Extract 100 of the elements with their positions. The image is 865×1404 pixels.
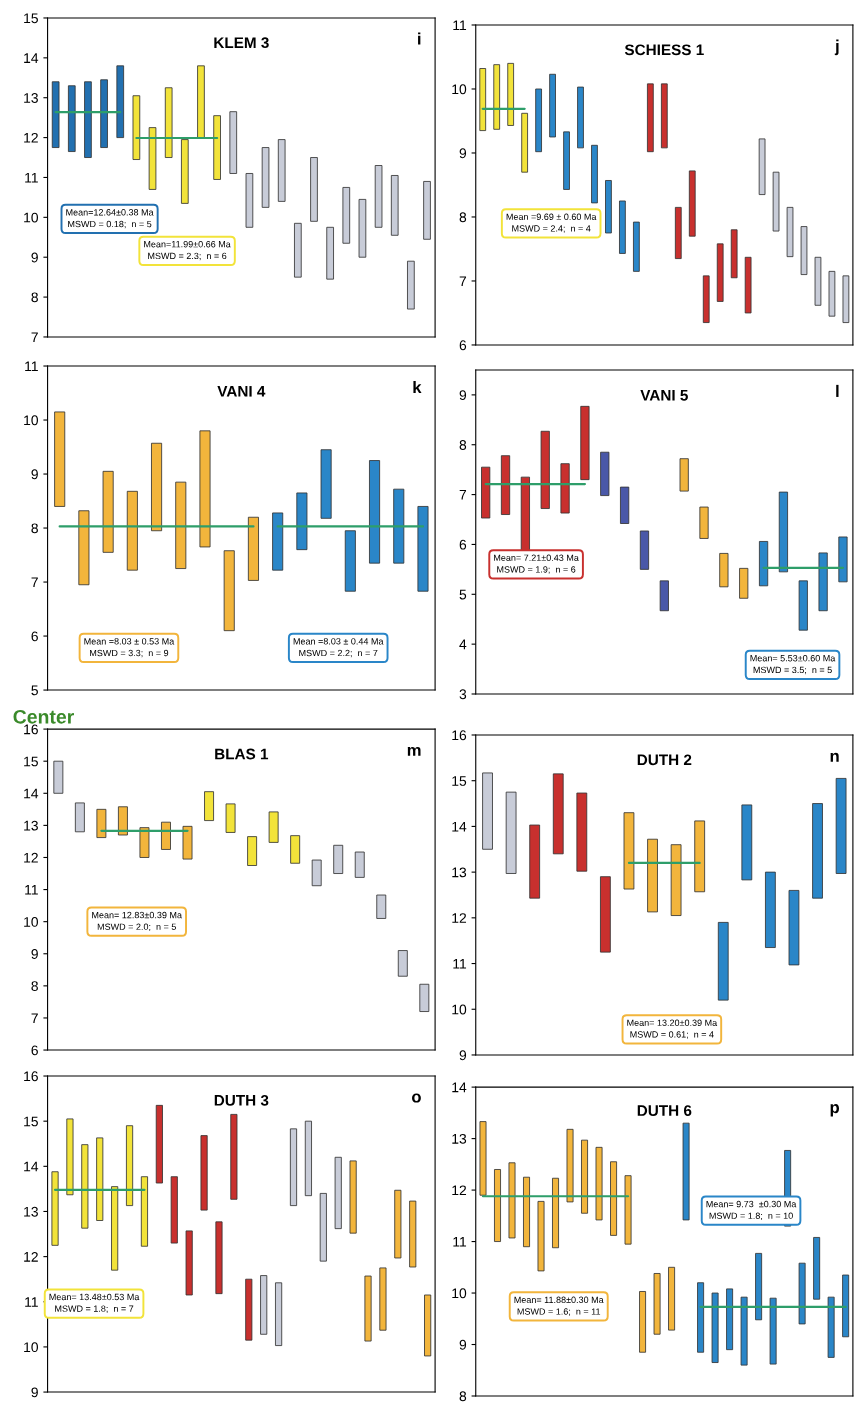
bar (397, 950, 408, 977)
bar (744, 256, 752, 314)
y-tick-label: 9 (31, 949, 38, 959)
bar (765, 871, 776, 948)
bar (668, 1266, 676, 1331)
annotation: m (407, 746, 421, 756)
bar (261, 147, 270, 208)
bar (812, 803, 823, 899)
bar (670, 844, 682, 916)
y-tick-label: 11 (453, 959, 467, 969)
y-tick-label: 8 (31, 523, 38, 534)
bar (591, 144, 598, 204)
bar (523, 1176, 530, 1248)
y-tick-label: 5 (31, 685, 38, 696)
bar (111, 1186, 119, 1271)
y-tick-label: 10 (452, 84, 467, 95)
y-tick-label: 15 (24, 1116, 38, 1127)
bar (702, 275, 710, 323)
y-tick-label: 7 (31, 577, 38, 588)
y-tick-label: 6 (31, 631, 38, 642)
bar (552, 773, 564, 855)
y-tick-label: 9 (31, 252, 38, 263)
bar (424, 1294, 432, 1357)
bar (660, 83, 668, 149)
bar (100, 79, 108, 148)
bar (739, 567, 749, 599)
bar (334, 1156, 342, 1230)
bar (310, 157, 318, 222)
bar (390, 175, 399, 236)
bar (479, 1121, 487, 1196)
bar (581, 1139, 589, 1214)
bar (74, 802, 85, 833)
y-tick-label: 13 (452, 867, 467, 878)
bar (521, 112, 528, 173)
bar (126, 1125, 134, 1207)
bar (730, 229, 738, 279)
bar (349, 1160, 357, 1234)
bar (102, 470, 114, 553)
bar (51, 1171, 59, 1246)
text: VANI 5 (640, 390, 688, 401)
bar (423, 181, 431, 240)
y-tick-label: 10 (24, 212, 39, 223)
y-tick-label: 10 (452, 1004, 467, 1015)
y-tick-label: 6 (459, 340, 467, 351)
bar (535, 88, 542, 153)
bar (828, 270, 836, 317)
bar (67, 85, 76, 152)
bar (679, 458, 689, 492)
bar (623, 812, 635, 890)
annotation: n (830, 752, 839, 762)
bar (229, 111, 238, 174)
annotation: j (834, 39, 839, 56)
bar (199, 430, 211, 548)
annotation: i (418, 32, 421, 45)
bar (277, 139, 286, 202)
bar (185, 1230, 193, 1296)
bar (394, 1189, 402, 1259)
y-tick-label: 12 (24, 852, 38, 863)
y-tick-label: 12 (452, 1185, 467, 1196)
bar (699, 506, 709, 539)
bar (537, 1200, 545, 1272)
bar (333, 844, 344, 874)
bar (786, 206, 794, 258)
bar (842, 275, 850, 323)
bar (204, 791, 214, 821)
bar (247, 836, 258, 866)
bar (230, 1113, 238, 1200)
bar (358, 198, 367, 258)
bar (344, 530, 356, 592)
bar (835, 778, 847, 874)
bar (788, 889, 800, 966)
bar (393, 488, 405, 564)
bar (674, 206, 682, 259)
bar (132, 95, 141, 160)
text: DUTH 6 (637, 1105, 692, 1116)
y-tick-label: 3 (459, 689, 467, 700)
bar (740, 1296, 748, 1366)
y-tick-label: 13 (452, 1133, 467, 1144)
bar (540, 430, 550, 509)
bar (529, 824, 541, 899)
bar (610, 1161, 618, 1236)
bar (595, 1146, 603, 1221)
bar (197, 65, 205, 139)
bar (493, 64, 501, 130)
y-tick-label: 6 (31, 1045, 38, 1056)
y-tick-label: 14 (24, 788, 39, 799)
bar (78, 510, 90, 586)
bar (549, 73, 556, 138)
annotation: Mean= 13.20±0.39 Ma MSWD = 0.61; n = 4 (627, 1019, 718, 1039)
bar (294, 222, 302, 278)
bar (741, 804, 753, 881)
bar (726, 1288, 734, 1351)
text: BLAS 1 (215, 748, 269, 760)
bar (560, 463, 570, 514)
y-tick-label: 10 (452, 1288, 467, 1299)
bar (311, 859, 322, 887)
bar (552, 1177, 559, 1249)
bar (818, 552, 828, 612)
bar (81, 1144, 89, 1229)
y-tick-label: 13 (24, 1206, 38, 1217)
